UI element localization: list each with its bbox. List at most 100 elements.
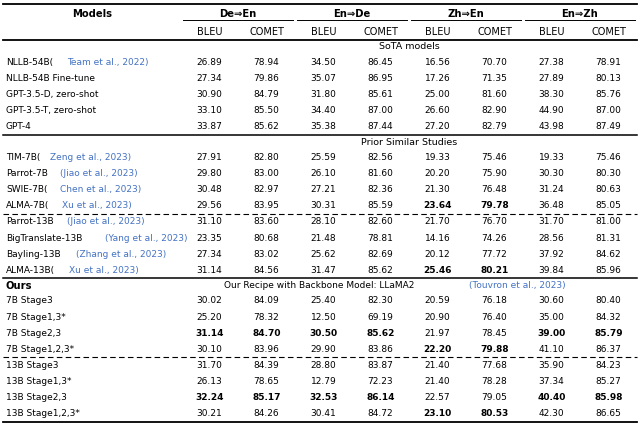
Text: (Touvron et al., 2023): (Touvron et al., 2023) [470, 281, 566, 290]
Text: 85.76: 85.76 [596, 90, 621, 99]
Text: BigTranslate-13B: BigTranslate-13B [6, 234, 83, 242]
Text: 29.90: 29.90 [310, 345, 337, 354]
Text: Ours: Ours [6, 281, 33, 291]
Text: Parrot-13B: Parrot-13B [6, 217, 54, 226]
Text: 39.00: 39.00 [538, 329, 566, 338]
Text: 84.26: 84.26 [253, 410, 279, 419]
Text: 85.62: 85.62 [253, 122, 280, 131]
Text: 31.14: 31.14 [196, 266, 222, 275]
Text: 35.38: 35.38 [310, 122, 337, 131]
Text: 21.40: 21.40 [425, 361, 451, 370]
Text: 85.27: 85.27 [596, 377, 621, 386]
Text: 85.96: 85.96 [596, 266, 621, 275]
Text: 25.00: 25.00 [424, 90, 451, 99]
Text: 84.56: 84.56 [253, 266, 280, 275]
Text: 85.62: 85.62 [366, 329, 395, 338]
Text: 29.80: 29.80 [196, 169, 222, 178]
Text: 41.10: 41.10 [539, 345, 564, 354]
Text: 86.95: 86.95 [367, 74, 394, 83]
Text: 16.56: 16.56 [424, 57, 451, 67]
Text: 86.14: 86.14 [366, 393, 395, 402]
Text: 84.70: 84.70 [252, 329, 281, 338]
Text: 36.48: 36.48 [539, 201, 564, 210]
Text: 30.60: 30.60 [539, 296, 564, 305]
Text: 21.48: 21.48 [310, 234, 336, 242]
Text: COMET: COMET [363, 27, 398, 37]
Text: 83.95: 83.95 [253, 201, 280, 210]
Text: 83.02: 83.02 [253, 250, 280, 259]
Text: 78.91: 78.91 [596, 57, 621, 67]
Text: 76.48: 76.48 [482, 185, 508, 194]
Text: 31.80: 31.80 [310, 90, 337, 99]
Text: 85.50: 85.50 [253, 106, 280, 115]
Text: Team et al., 2022): Team et al., 2022) [67, 57, 148, 67]
Text: BLEU: BLEU [196, 27, 222, 37]
Text: 34.50: 34.50 [310, 57, 337, 67]
Text: 86.65: 86.65 [596, 410, 621, 419]
Text: 25.20: 25.20 [196, 313, 222, 321]
Text: 27.34: 27.34 [196, 250, 222, 259]
Text: 82.36: 82.36 [367, 185, 394, 194]
Text: 78.94: 78.94 [253, 57, 280, 67]
Text: De⇒En: De⇒En [220, 9, 257, 19]
Text: 12.50: 12.50 [310, 313, 337, 321]
Text: 87.00: 87.00 [367, 106, 394, 115]
Text: SWIE-7B(: SWIE-7B( [6, 185, 47, 194]
Text: (Zhang et al., 2023): (Zhang et al., 2023) [77, 250, 167, 259]
Text: 30.21: 30.21 [196, 410, 222, 419]
Text: 87.00: 87.00 [596, 106, 621, 115]
Text: 14.16: 14.16 [424, 234, 451, 242]
Text: 85.98: 85.98 [595, 393, 623, 402]
Text: 76.70: 76.70 [481, 217, 508, 226]
Text: 32.24: 32.24 [195, 393, 224, 402]
Text: 85.62: 85.62 [367, 266, 394, 275]
Text: GPT-3.5-T, zero-shot: GPT-3.5-T, zero-shot [6, 106, 96, 115]
Text: 7B Stage1,3*: 7B Stage1,3* [6, 313, 66, 321]
Text: Bayling-13B: Bayling-13B [6, 250, 61, 259]
Text: 35.90: 35.90 [539, 361, 564, 370]
Text: 30.10: 30.10 [196, 345, 223, 354]
Text: 26.89: 26.89 [196, 57, 222, 67]
Text: 72.23: 72.23 [368, 377, 394, 386]
Text: 35.00: 35.00 [539, 313, 564, 321]
Text: 40.40: 40.40 [538, 393, 566, 402]
Text: Chen et al., 2023): Chen et al., 2023) [60, 185, 141, 194]
Text: SoTA models: SoTA models [379, 42, 440, 51]
Text: 83.60: 83.60 [253, 217, 280, 226]
Text: 80.53: 80.53 [481, 410, 509, 419]
Text: 85.05: 85.05 [596, 201, 621, 210]
Text: 31.24: 31.24 [539, 185, 564, 194]
Text: 82.60: 82.60 [367, 217, 394, 226]
Text: COMET: COMET [249, 27, 284, 37]
Text: 33.10: 33.10 [196, 106, 223, 115]
Text: 78.81: 78.81 [367, 234, 394, 242]
Text: 80.21: 80.21 [481, 266, 509, 275]
Text: 75.46: 75.46 [596, 153, 621, 162]
Text: (Yang et al., 2023): (Yang et al., 2023) [104, 234, 187, 242]
Text: 31.47: 31.47 [310, 266, 337, 275]
Text: 77.72: 77.72 [482, 250, 508, 259]
Text: 76.18: 76.18 [481, 296, 508, 305]
Text: NLLB-54B(: NLLB-54B( [6, 57, 53, 67]
Text: 80.68: 80.68 [253, 234, 280, 242]
Text: 13B Stage1,2,3*: 13B Stage1,2,3* [6, 410, 80, 419]
Text: GPT-4: GPT-4 [6, 122, 32, 131]
Text: 69.19: 69.19 [367, 313, 394, 321]
Text: 26.10: 26.10 [310, 169, 337, 178]
Text: 13B Stage3: 13B Stage3 [6, 361, 58, 370]
Text: 31.70: 31.70 [539, 217, 564, 226]
Text: 84.79: 84.79 [253, 90, 280, 99]
Text: 26.13: 26.13 [196, 377, 222, 386]
Text: 32.53: 32.53 [309, 393, 338, 402]
Text: 7B Stage3: 7B Stage3 [6, 296, 52, 305]
Text: 80.30: 80.30 [596, 169, 621, 178]
Text: 23.64: 23.64 [423, 201, 452, 210]
Text: 87.44: 87.44 [368, 122, 394, 131]
Text: 23.35: 23.35 [196, 234, 222, 242]
Text: 76.40: 76.40 [482, 313, 508, 321]
Text: Zeng et al., 2023): Zeng et al., 2023) [51, 153, 131, 162]
Text: 37.34: 37.34 [539, 377, 564, 386]
Text: 71.35: 71.35 [481, 74, 508, 83]
Text: 70.70: 70.70 [481, 57, 508, 67]
Text: 79.78: 79.78 [480, 201, 509, 210]
